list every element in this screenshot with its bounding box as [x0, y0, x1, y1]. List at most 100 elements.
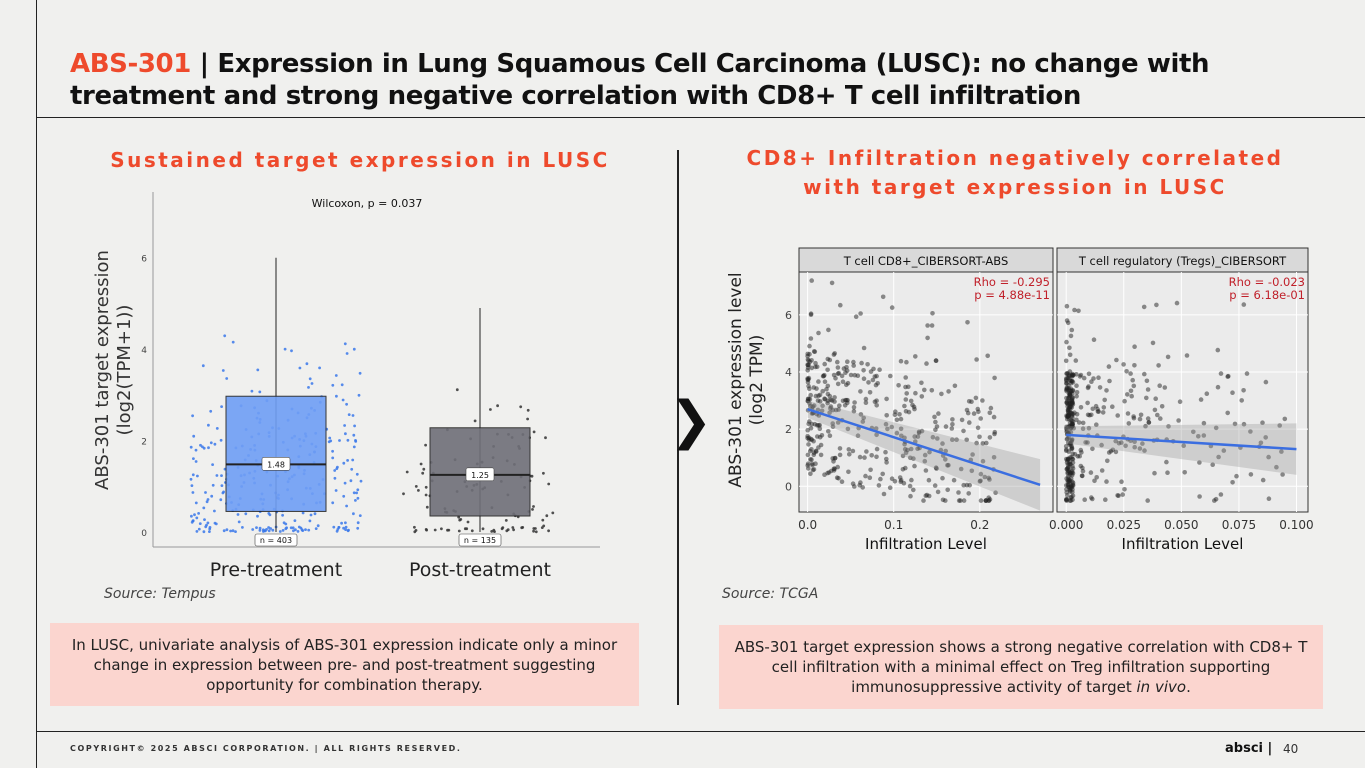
data-point: [956, 490, 961, 495]
data-point: [822, 361, 827, 367]
data-point: [511, 526, 515, 529]
data-point: [1107, 378, 1112, 384]
data-point: [1080, 468, 1086, 474]
data-point: [827, 433, 833, 438]
data-point: [1069, 422, 1075, 427]
data-point: [1065, 471, 1070, 476]
data-point: [342, 494, 346, 498]
data-point: [1159, 404, 1165, 409]
data-point: [1212, 498, 1217, 503]
data-point: [825, 367, 830, 373]
data-point: [356, 526, 360, 530]
data-point: [1122, 487, 1127, 492]
data-point: [1153, 396, 1158, 401]
data-point: [457, 515, 461, 519]
data-point: [225, 377, 229, 380]
data-point: [811, 385, 817, 390]
data-point: [231, 340, 235, 344]
data-point: [512, 528, 515, 532]
data-point: [347, 413, 351, 416]
data-point: [985, 353, 990, 359]
data-point: [345, 504, 348, 508]
data-point: [899, 433, 904, 439]
data-point: [221, 369, 225, 372]
data-point: [481, 527, 485, 531]
data-point: [933, 419, 938, 425]
data-point: [1064, 339, 1069, 345]
data-point: [861, 415, 866, 421]
data-point: [831, 352, 837, 357]
data-point: [840, 398, 846, 404]
data-point: [940, 475, 945, 481]
data-point: [829, 398, 835, 403]
data-point: [1099, 468, 1105, 473]
data-point: [331, 501, 335, 505]
data-point: [294, 528, 297, 532]
data-point: [422, 467, 426, 471]
data-point: [193, 513, 196, 517]
data-point: [930, 311, 935, 316]
data-point: [805, 461, 811, 466]
data-point: [1087, 412, 1092, 418]
data-point: [822, 379, 828, 384]
data-point: [281, 513, 284, 517]
data-point: [244, 512, 248, 516]
data-point: [832, 395, 837, 400]
data-point: [857, 482, 862, 488]
data-point: [551, 511, 555, 515]
data-point: [1068, 429, 1074, 435]
data-point: [987, 410, 993, 416]
data-point: [204, 491, 207, 494]
data-point: [827, 410, 832, 415]
data-point: [231, 529, 235, 533]
data-point: [1104, 388, 1109, 393]
data-point: [835, 365, 841, 370]
data-point: [907, 483, 913, 489]
data-point: [820, 388, 825, 394]
title-separator: |: [199, 49, 210, 79]
data-point: [356, 496, 360, 500]
data-point: [358, 371, 362, 375]
data-point: [806, 358, 811, 363]
data-point: [351, 458, 355, 462]
data-point: [830, 421, 835, 426]
data-point: [855, 433, 861, 438]
data-point: [876, 483, 882, 488]
data-point: [969, 468, 975, 474]
data-point: [1099, 442, 1104, 448]
median-label-bg: [465, 467, 495, 482]
data-point: [945, 463, 950, 468]
data-point: [845, 426, 851, 432]
data-point: [290, 349, 293, 353]
data-point: [874, 432, 879, 438]
data-point: [943, 457, 948, 462]
data-point: [1074, 372, 1079, 377]
data-point: [1280, 472, 1285, 477]
data-point: [1128, 388, 1134, 394]
data-point: [352, 445, 356, 449]
data-point: [251, 528, 255, 531]
data-point: [904, 391, 909, 396]
data-point: [932, 414, 937, 420]
data-point: [346, 459, 349, 462]
regression-line: [1066, 433, 1297, 451]
data-point: [851, 408, 857, 414]
data-point: [883, 449, 888, 455]
right-heading: CD8+ Infiltration negatively correlated …: [705, 144, 1325, 202]
data-point: [447, 528, 451, 532]
data-point: [974, 357, 979, 362]
data-point: [883, 421, 889, 427]
data-point: [195, 516, 199, 520]
data-point: [338, 439, 341, 442]
data-point: [258, 526, 262, 530]
data-point: [919, 380, 924, 386]
data-point: [870, 377, 876, 383]
data-point: [1225, 410, 1230, 416]
data-point: [811, 349, 817, 354]
data-point: [965, 410, 971, 416]
data-point: [913, 390, 918, 396]
data-point: [310, 382, 314, 385]
data-point: [1070, 466, 1076, 471]
data-point: [190, 514, 193, 518]
data-point: [1085, 440, 1090, 445]
